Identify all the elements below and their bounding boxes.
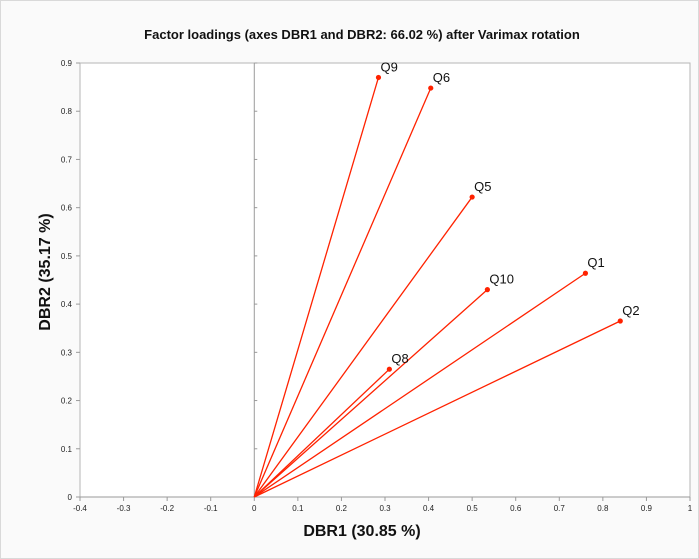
vector-line-q1 xyxy=(253,272,586,498)
y-tick-label-7: 0.7 xyxy=(61,155,73,164)
x-axis-label: DBR1 (30.85 %) xyxy=(303,523,420,540)
y-tick-label-8: 0.8 xyxy=(61,107,73,116)
vector-line-q9 xyxy=(253,77,380,498)
x-tick-label-10: 0.6 xyxy=(510,504,522,513)
y-tick-label-1: 0.1 xyxy=(61,445,73,454)
point-label-q9: Q9 xyxy=(380,59,397,74)
x-tick-label-2: -0.2 xyxy=(160,504,174,513)
data-point-q5 xyxy=(469,194,475,200)
point-label-q6: Q6 xyxy=(433,70,450,85)
data-point-q2 xyxy=(617,318,623,324)
plot-area: -0.4 -0.3 -0.2 -0.1 0 0.1 0.2 0.3 0.4 0.5 0.6 0.7 0.… xyxy=(61,59,693,513)
y-tick-label-0: 0 xyxy=(68,493,73,502)
x-tick-label-0: -0.4 xyxy=(73,504,87,513)
vector-line-q2 xyxy=(254,320,621,498)
x-tick-label-6: 0.2 xyxy=(336,504,348,513)
plot-border xyxy=(79,62,691,498)
data-point-q8 xyxy=(386,366,392,372)
vector-line-q10 xyxy=(253,289,488,498)
y-tick-label-4: 0.4 xyxy=(61,300,73,309)
point-label-q5: Q5 xyxy=(474,179,491,194)
x-tick-label-8: 0.4 xyxy=(423,504,435,513)
y-tick-label-9: 0.9 xyxy=(61,59,73,68)
x-tick-label-14: 1 xyxy=(688,504,693,513)
point-label-q2: Q2 xyxy=(622,303,639,318)
data-point-q1 xyxy=(582,270,589,276)
vector-line-q5 xyxy=(253,196,473,498)
y-tick-label-2: 0.2 xyxy=(61,397,73,406)
vector-line-q6 xyxy=(253,87,432,498)
data-point-q10 xyxy=(484,287,490,293)
x-tick-label-4: 0 xyxy=(252,504,257,513)
point-label-q8: Q8 xyxy=(391,351,408,366)
x-tick-label-3: -0.1 xyxy=(204,504,218,513)
x-tick-label-13: 0.9 xyxy=(641,504,653,513)
point-label-q1: Q1 xyxy=(587,255,604,270)
point-label-q10: Q10 xyxy=(489,272,514,287)
chart-title: Factor loadings (axes DBR1 and DBR2: 66.… xyxy=(144,27,580,42)
y-tick-label-6: 0.6 xyxy=(61,204,73,213)
y-axis-label: DBR2 (35.17 %) xyxy=(37,213,54,330)
y-tick-label-5: 0.5 xyxy=(61,252,73,261)
x-tick-label-9: 0.5 xyxy=(467,504,479,513)
vector-line-q8 xyxy=(253,368,390,498)
x-tick-label-7: 0.3 xyxy=(379,504,391,513)
y-tick-label-3: 0.3 xyxy=(61,348,73,357)
data-point-q6 xyxy=(428,85,434,91)
x-tick-label-5: 0.1 xyxy=(292,504,304,513)
x-tick-label-12: 0.8 xyxy=(597,504,609,513)
data-point-q9 xyxy=(375,74,382,81)
x-tick-label-11: 0.7 xyxy=(554,504,566,513)
x-tick-label-1: -0.3 xyxy=(117,504,131,513)
